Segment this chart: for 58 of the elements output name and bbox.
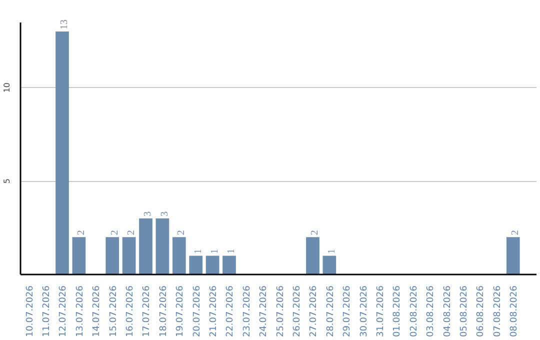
x-tick-label: 12.07.2026 <box>58 285 69 338</box>
bar <box>506 237 520 274</box>
bar <box>156 218 170 274</box>
x-tick-label: 26.07.2026 <box>292 285 303 338</box>
x-tick-label: 03.08.2026 <box>426 285 436 338</box>
x-tick-label: 24.07.2026 <box>259 285 270 338</box>
x-tick-label: 02.08.2026 <box>409 285 420 338</box>
data-label: 2 <box>109 230 120 236</box>
bar <box>72 237 86 274</box>
bar <box>172 237 186 274</box>
bar <box>222 256 236 274</box>
x-tick-label: 08.08.2026 <box>510 285 520 338</box>
bar <box>122 237 136 274</box>
x-tick-label: 04.08.2026 <box>442 285 453 338</box>
data-label: 1 <box>192 248 204 254</box>
data-label: 1 <box>210 248 221 254</box>
x-tick-label: 18.07.2026 <box>158 285 169 338</box>
y-tick-label: 5 <box>2 178 12 184</box>
bar <box>139 218 152 274</box>
x-tick-label: 17.07.2026 <box>142 285 152 338</box>
x-tick-label: 07.08.2026 <box>492 285 503 338</box>
x-tick-label: 05.08.2026 <box>460 285 470 338</box>
data-label: 1 <box>326 248 338 254</box>
data-label: 1 <box>226 248 238 254</box>
x-tick-label: 06.08.2026 <box>476 285 486 338</box>
bar <box>106 237 120 274</box>
x-tick-label: 23.07.2026 <box>242 285 252 338</box>
data-label: 2 <box>176 230 188 236</box>
x-tick-label: 16.07.2026 <box>126 285 136 338</box>
x-tick-label: 29.07.2026 <box>342 285 353 338</box>
x-tick-label: 21.07.2026 <box>209 285 220 338</box>
x-tick-label: 25.07.2026 <box>276 285 286 338</box>
bar <box>56 32 69 274</box>
data-label: 2 <box>126 230 138 236</box>
x-tick-label: 27.07.2026 <box>309 285 320 338</box>
bar <box>322 256 336 274</box>
x-tick-label: 11.07.2026 <box>42 285 52 338</box>
bar <box>306 237 320 274</box>
x-tick-label: 30.07.2026 <box>359 285 370 338</box>
x-tick-label: 31.07.2026 <box>376 285 386 338</box>
data-label: 2 <box>510 230 522 236</box>
x-tick-label: 13.07.2026 <box>75 285 86 338</box>
x-tick-label: 01.08.2026 <box>392 285 403 338</box>
x-tick-label: 28.07.2026 <box>326 285 336 338</box>
bar <box>189 256 203 274</box>
data-label: 2 <box>310 230 321 236</box>
data-label: 3 <box>142 211 154 216</box>
x-tick-label: 14.07.2026 <box>92 285 102 338</box>
x-tick-label: 10.07.2026 <box>25 285 36 338</box>
x-tick-label: 22.07.2026 <box>226 285 236 338</box>
y-tick-label: 10 <box>2 82 12 93</box>
bar <box>206 256 220 274</box>
data-label: 3 <box>159 211 170 216</box>
x-tick-label: 15.07.2026 <box>108 285 119 338</box>
data-label: 13 <box>59 20 70 30</box>
x-tick-label: 19.07.2026 <box>176 285 186 338</box>
data-label: 2 <box>76 230 87 236</box>
x-tick-label: 20.07.2026 <box>192 285 202 338</box>
